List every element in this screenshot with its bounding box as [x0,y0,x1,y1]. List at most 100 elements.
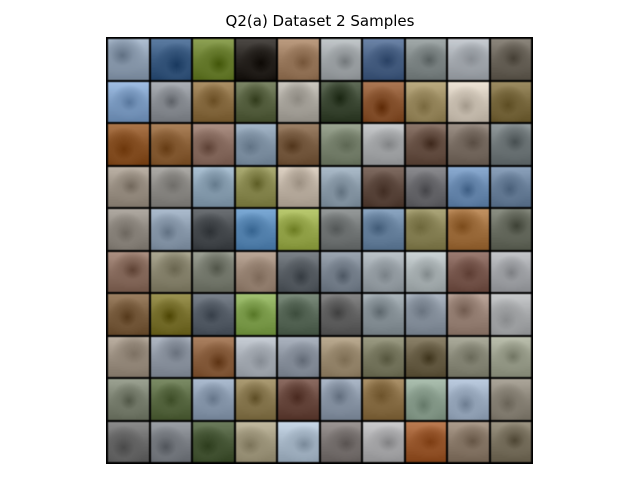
sample-tile [235,124,276,165]
sample-tile [235,294,276,335]
sample-tile [193,81,234,122]
sample-tile [150,39,191,80]
sample-tile [490,421,531,462]
sample-tile [320,421,361,462]
sample-tile [448,209,489,250]
sample-tile [235,209,276,250]
sample-tile [150,421,191,462]
sample-tile [235,251,276,292]
sample-tile [193,39,234,80]
sample-tile [405,251,446,292]
sample-tile [448,251,489,292]
sample-tile [363,421,404,462]
figure-title: Q2(a) Dataset 2 Samples [225,12,415,30]
sample-tile [363,379,404,420]
sample-tile [108,81,149,122]
sample-tile [448,39,489,80]
sample-tile [235,421,276,462]
sample-tile [490,124,531,165]
sample-tile [320,294,361,335]
sample-tile [108,251,149,292]
sample-tile [278,209,319,250]
sample-tile [193,251,234,292]
sample-image-grid [106,37,533,464]
sample-tile [150,251,191,292]
sample-tile [193,421,234,462]
sample-tile [278,294,319,335]
sample-tile [490,39,531,80]
sample-tile [405,421,446,462]
sample-tile [490,166,531,207]
sample-tile [320,81,361,122]
sample-tile [108,209,149,250]
sample-tile [320,39,361,80]
sample-tile [320,336,361,377]
sample-tile [405,336,446,377]
sample-tile [490,336,531,377]
sample-tile [150,294,191,335]
sample-tile [490,379,531,420]
sample-tile [150,209,191,250]
sample-tile [278,251,319,292]
sample-tile [108,421,149,462]
sample-tile [278,124,319,165]
sample-tile [278,39,319,80]
sample-tile [320,251,361,292]
sample-tile [193,209,234,250]
sample-tile [235,81,276,122]
sample-tile [448,421,489,462]
sample-tile [150,166,191,207]
sample-tile [193,294,234,335]
sample-tile [320,209,361,250]
sample-tile [448,336,489,377]
sample-tile [235,379,276,420]
sample-tile [235,166,276,207]
sample-tile [363,81,404,122]
sample-tile [150,81,191,122]
sample-tile [278,81,319,122]
sample-tile [490,81,531,122]
sample-tile [448,166,489,207]
sample-tile [405,39,446,80]
sample-tile [235,39,276,80]
sample-tile [193,336,234,377]
sample-tile [108,379,149,420]
sample-tile [235,336,276,377]
sample-tile [363,294,404,335]
sample-tile [278,379,319,420]
sample-tile [405,294,446,335]
sample-tile [363,209,404,250]
sample-tile [448,81,489,122]
sample-tile [320,166,361,207]
sample-tile [490,294,531,335]
sample-tile [108,39,149,80]
sample-tile [448,124,489,165]
sample-tile [193,124,234,165]
sample-tile [363,251,404,292]
sample-tile [108,166,149,207]
sample-tile [405,124,446,165]
sample-tile [150,379,191,420]
sample-tile [193,379,234,420]
sample-tile [363,336,404,377]
sample-tile [448,294,489,335]
sample-tile [448,379,489,420]
sample-tile [490,251,531,292]
sample-tile [108,294,149,335]
sample-tile [278,421,319,462]
sample-tile [150,336,191,377]
sample-tile [490,209,531,250]
sample-tile [193,166,234,207]
sample-tile [363,39,404,80]
sample-tile [320,379,361,420]
sample-tile [405,379,446,420]
sample-tile [363,124,404,165]
sample-tile [405,166,446,207]
sample-tile [150,124,191,165]
sample-tile [405,209,446,250]
sample-tile [108,336,149,377]
sample-tile [278,166,319,207]
sample-tile [405,81,446,122]
sample-tile [108,124,149,165]
sample-tile [363,166,404,207]
